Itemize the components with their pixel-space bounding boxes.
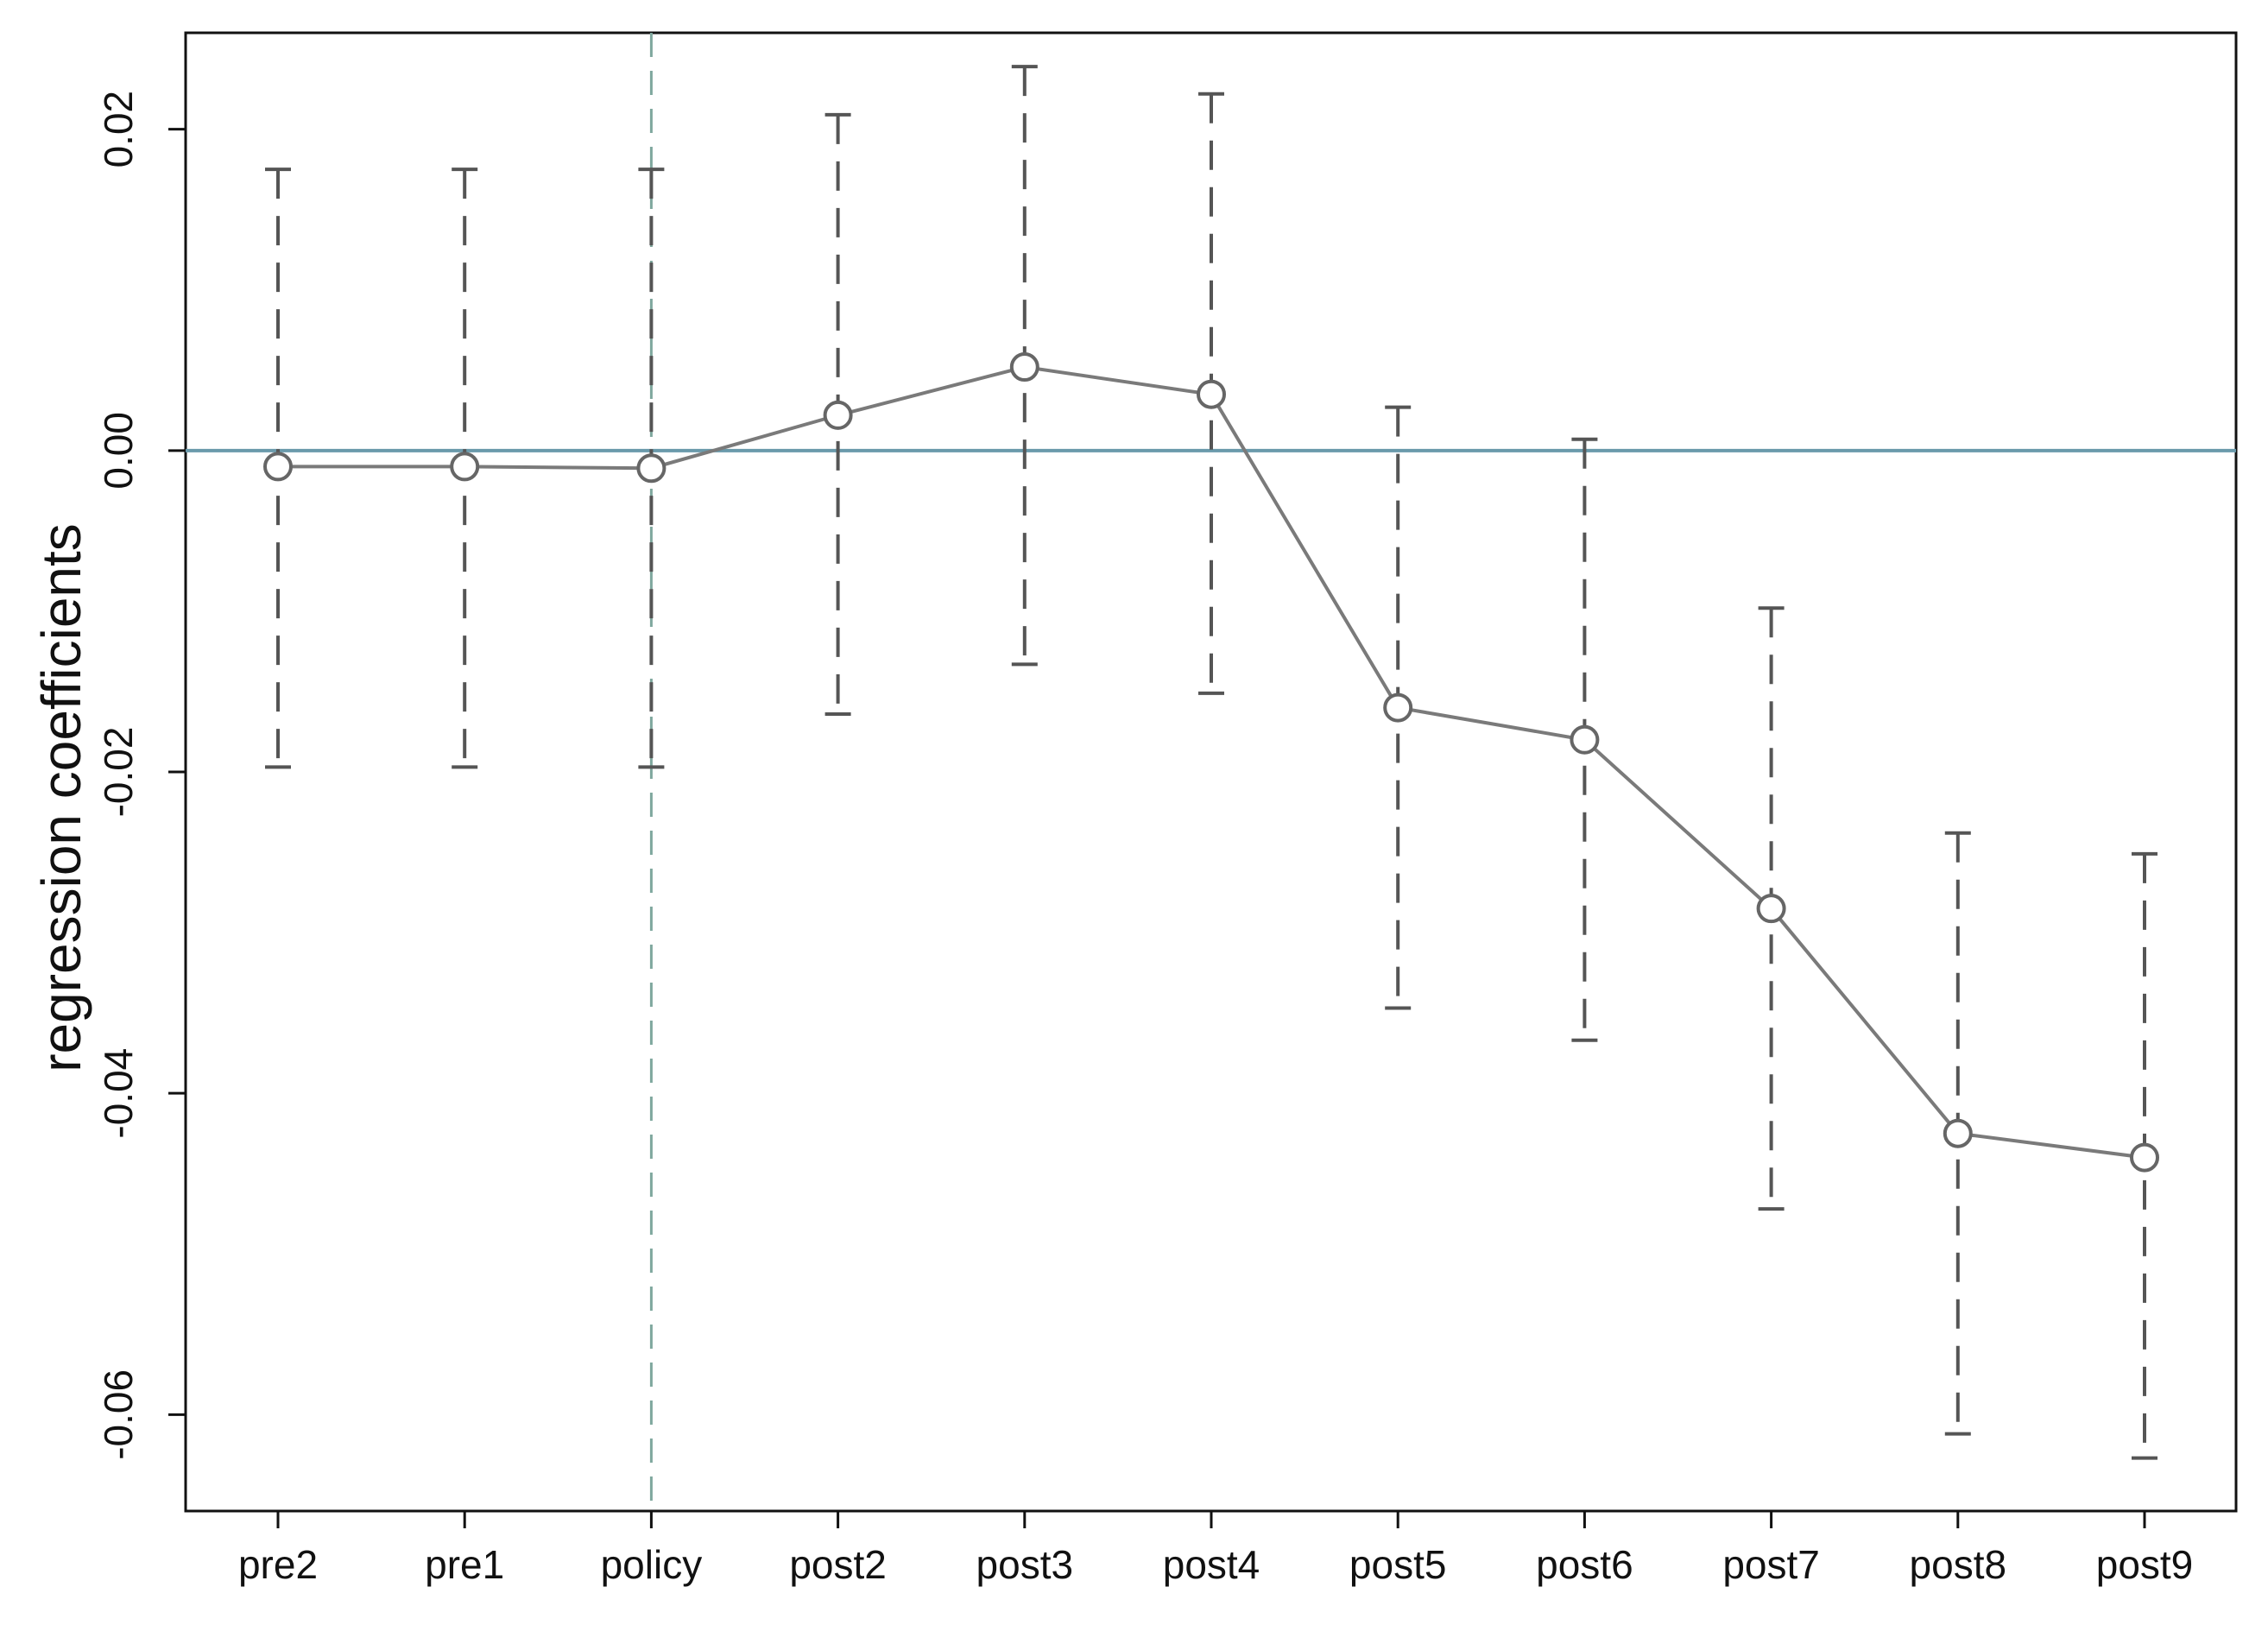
y-axis-label: regression coefficients [30,523,92,1072]
y-tick-label-0.02: 0.02 [96,91,141,168]
x-tick-label-post4: post4 [1163,1542,1260,1587]
data-point-post9 [2130,1142,2159,1173]
data-point-post6 [1570,724,1600,755]
data-point-pre1 [450,452,480,482]
data-point-post8 [1943,1118,1973,1148]
y-tick-label--0.04: -0.04 [96,1048,141,1139]
x-tick-label-post2: post2 [789,1542,887,1587]
x-tick-label-post9: post9 [2096,1542,2194,1587]
y-tick-label--0.02: -0.02 [96,727,141,818]
x-axis-ticks: pre2 pre1 policy post2 post3 post4 post5 post6 p… [238,1511,2193,1587]
data-point-policy [636,453,667,484]
y-tick-label-0.00: 0.00 [96,412,141,490]
y-axis-ticks: 0.02 0.00 -0.02 -0.04 -0.06 [96,91,186,1460]
x-tick-label-post6: post6 [1536,1542,1633,1587]
data-point-pre2 [263,452,293,482]
data-point-post7 [1756,894,1786,924]
x-tick-label-post5: post5 [1349,1542,1447,1587]
plot-layer [184,31,2238,1513]
x-tick-label-post8: post8 [1910,1542,2007,1587]
data-point-post3 [1009,352,1039,383]
x-tick-label-pre2: pre2 [238,1542,318,1587]
data-point-post4 [1197,379,1226,409]
x-tick-label-post3: post3 [976,1542,1074,1587]
x-tick-label-pre1: pre1 [425,1542,504,1587]
data-point-post2 [823,400,853,430]
x-tick-label-post7: post7 [1722,1542,1820,1587]
data-point-post5 [1383,692,1413,723]
x-tick-label-policy: policy [601,1542,703,1587]
y-tick-label--0.06: -0.06 [96,1369,141,1460]
